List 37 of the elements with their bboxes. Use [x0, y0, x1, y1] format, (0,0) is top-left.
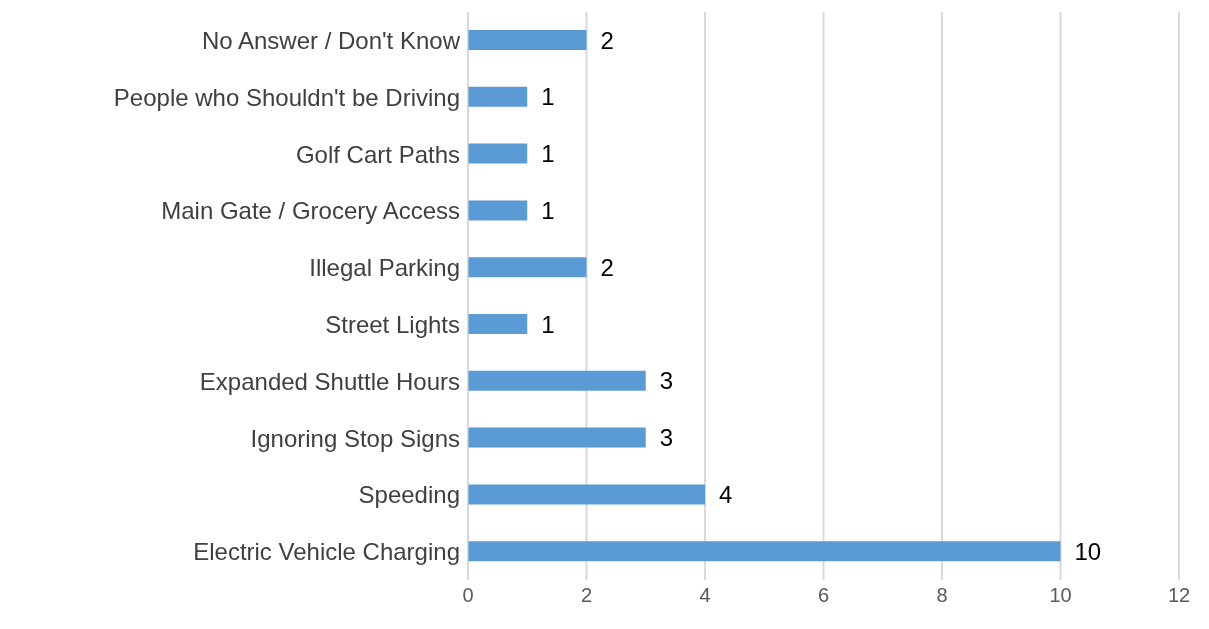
y-tick-label: Ignoring Stop Signs [250, 424, 460, 452]
bar [468, 257, 587, 278]
data-label: 2 [600, 26, 614, 54]
data-label: 3 [659, 424, 674, 452]
bar [468, 484, 705, 505]
data-label: 1 [541, 310, 555, 338]
bar [468, 143, 528, 164]
y-tick-label: People who Shouldn't be Driving [113, 83, 460, 111]
x-tick-label: 0 [462, 584, 474, 607]
y-tick-label: Expanded Shuttle Hours [199, 367, 460, 395]
data-label: 4 [719, 480, 733, 508]
data-label: 2 [600, 253, 614, 281]
y-tick-label: No Answer / Don't Know [201, 26, 461, 54]
bar [468, 30, 587, 50]
bar [468, 86, 528, 107]
x-tick-label: 8 [936, 584, 948, 607]
y-tick-label: Street Lights [325, 310, 460, 338]
data-label: 1 [541, 83, 555, 111]
y-tick-label: Illegal Parking [309, 254, 460, 282]
data-label: 10 [1074, 537, 1102, 565]
data-label: 1 [541, 140, 555, 168]
data-label: 1 [541, 196, 555, 224]
x-tick-label: 4 [699, 584, 711, 607]
x-tick-label: 10 [1049, 584, 1072, 607]
x-tick-label: 12 [1167, 584, 1191, 607]
bar [468, 427, 646, 448]
y-tick-label: Electric Vehicle Charging [193, 538, 460, 566]
y-tick-label: Speeding [358, 481, 460, 509]
bar [468, 314, 528, 334]
data-label: 3 [659, 367, 674, 395]
y-tick-label: Main Gate / Grocery Access [161, 197, 460, 225]
x-tick-label: 6 [817, 584, 830, 607]
bar [468, 200, 528, 221]
bar [468, 370, 646, 391]
bar [468, 541, 1061, 562]
x-tick-label: 2 [580, 584, 593, 607]
y-tick-label: Golf Cart Paths [295, 140, 460, 168]
